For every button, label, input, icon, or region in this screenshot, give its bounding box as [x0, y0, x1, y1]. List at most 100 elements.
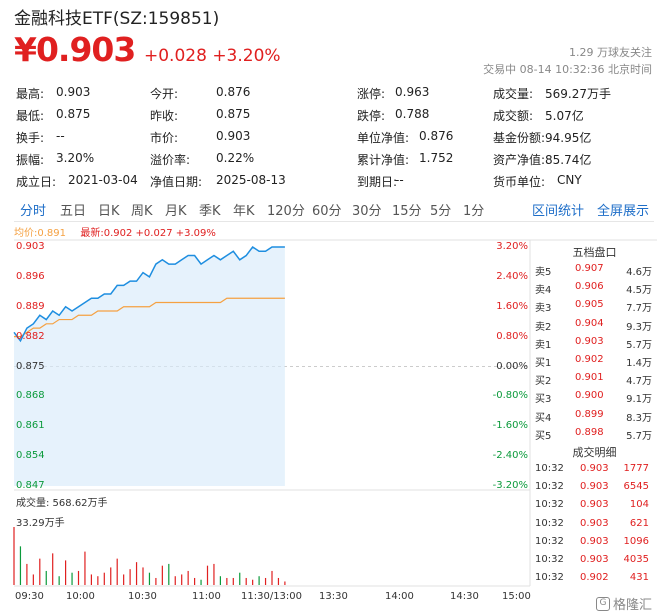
stat-value: 3.20%	[56, 151, 95, 165]
chart-legend: 均价:0.891 最新:0.902 +0.027 +3.09%	[14, 224, 216, 239]
volume-bar	[194, 577, 196, 585]
pct-tick-label: 3.20%	[496, 241, 528, 252]
deal-volume: 104	[629, 499, 649, 511]
orderbook-volume: 7.7万	[626, 303, 652, 315]
stat-value: 0.788	[395, 107, 430, 121]
volume-bar	[84, 551, 86, 585]
volume-bar	[245, 577, 247, 585]
stat-value: 1.752	[419, 151, 454, 165]
deals-title: 成交明细	[572, 446, 617, 459]
volume-bar	[71, 572, 73, 585]
tab-11[interactable]: 5分	[430, 204, 452, 219]
volume-bar	[271, 570, 273, 585]
price-tick-label: 0.903	[16, 241, 45, 252]
pct-tick-label: -0.80%	[492, 390, 528, 402]
tab-1[interactable]: 五日	[60, 204, 87, 219]
price-line	[13, 245, 285, 343]
tab-3[interactable]: 周K	[131, 204, 153, 219]
tab-12[interactable]: 1分	[463, 204, 485, 219]
orderbook-price: 0.900	[575, 390, 604, 402]
volume-bar	[39, 558, 41, 585]
orderbook-price: 0.901	[575, 372, 604, 384]
time-tick-label: 14:00	[385, 591, 414, 602]
volume-bar	[58, 576, 60, 585]
deal-row: 10:32 0.903 1777	[532, 461, 657, 479]
orderbook-side: 卖1	[535, 339, 552, 351]
stat-label: 昨收:	[150, 109, 179, 123]
volume-bar	[161, 565, 163, 585]
deal-volume: 1777	[623, 463, 649, 474]
stat-label: 涨停:	[357, 87, 386, 101]
stat-label: 市价:	[150, 131, 179, 145]
stat-value: 0.876	[419, 129, 454, 143]
stat-label: 跌停:	[357, 109, 386, 123]
pct-tick-label: -3.20%	[492, 480, 528, 491]
tab-0[interactable]: 分时	[20, 204, 47, 219]
volume-bar	[258, 576, 260, 585]
deal-volume: 431	[629, 572, 649, 584]
volume-max-label: 33.29万手	[16, 518, 65, 529]
tab-4[interactable]: 月K	[165, 204, 187, 219]
stat-value: 2025-08-13	[216, 173, 286, 187]
stat-value: 94.95亿	[545, 131, 592, 145]
price-tick-label: 0.854	[16, 450, 45, 462]
orderbook-price: 0.903	[575, 335, 604, 347]
volume-bar	[219, 576, 221, 585]
pct-tick-label: 0.80%	[496, 330, 528, 342]
deal-volume: 621	[629, 517, 649, 529]
volume-bar	[174, 576, 176, 585]
price-tick-label: 0.868	[16, 390, 45, 402]
time-tick-label: 14:30	[450, 591, 479, 602]
fullscreen-button[interactable]: 全屏展示	[597, 204, 650, 219]
deal-row: 10:32 0.903 1096	[532, 534, 657, 552]
tab-5[interactable]: 季K	[199, 204, 221, 219]
deal-price: 0.903	[580, 554, 609, 565]
stat-label: 换手:	[16, 131, 45, 145]
stat-value: 0.875	[216, 107, 251, 121]
time-tick-label: 09:30	[15, 591, 44, 602]
orderbook-volume: 9.3万	[626, 321, 652, 333]
tab-7[interactable]: 120分	[267, 204, 305, 219]
deal-price: 0.903	[580, 463, 609, 474]
watermark-text: 格隆汇	[612, 598, 652, 613]
orderbook-volume: 4.5万	[626, 285, 652, 297]
volume-bar	[148, 572, 151, 585]
deal-volume: 4035	[623, 554, 649, 565]
time-tick-label: 11:30/13:00	[241, 591, 303, 602]
tab-10[interactable]: 15分	[392, 204, 422, 219]
deal-time: 10:32	[535, 535, 564, 547]
volume-bar	[168, 563, 170, 585]
volume-bar	[213, 563, 215, 585]
stat-value: 0.22%	[216, 151, 255, 165]
stat-value: 0.963	[395, 85, 430, 99]
stat-label: 到期日:	[357, 175, 398, 189]
pct-tick-label: 2.40%	[496, 270, 528, 282]
orderbook-volume: 1.4万	[626, 358, 652, 369]
tab-2[interactable]: 日K	[98, 204, 120, 219]
followers-count[interactable]: 1.29 万球友关注	[569, 46, 652, 59]
volume-bar	[52, 553, 54, 585]
stat-value: --	[395, 173, 404, 187]
range-stats-button[interactable]: 区间统计	[532, 204, 585, 219]
volume-bar	[155, 577, 157, 585]
tab-6[interactable]: 年K	[233, 204, 255, 219]
stat-label: 基金份额:	[493, 131, 546, 145]
deal-row: 10:32 0.903 104	[532, 497, 657, 515]
stat-value: 5.07亿	[545, 109, 584, 123]
orderbook-row: 卖3 0.905 7.7万	[532, 297, 657, 315]
volume-bar	[45, 570, 47, 585]
time-tick-label: 10:30	[128, 591, 157, 602]
volume-bar	[110, 567, 112, 585]
volume-bar	[13, 527, 15, 585]
time-tick-label: 10:00	[66, 591, 95, 602]
volume-bar	[129, 569, 131, 585]
orderbook-side: 买1	[535, 358, 552, 369]
stat-label: 资产净值:	[493, 153, 546, 167]
orderbook-volume: 9.1万	[626, 394, 652, 406]
orderbook-row: 卖1 0.903 5.7万	[532, 334, 657, 352]
stat-value: 2021-03-04	[68, 173, 138, 187]
tab-9[interactable]: 30分	[352, 204, 382, 219]
stat-label: 净值日期:	[150, 175, 203, 189]
avg-price-legend: 均价:0.891	[14, 228, 66, 239]
tab-8[interactable]: 60分	[312, 204, 342, 219]
